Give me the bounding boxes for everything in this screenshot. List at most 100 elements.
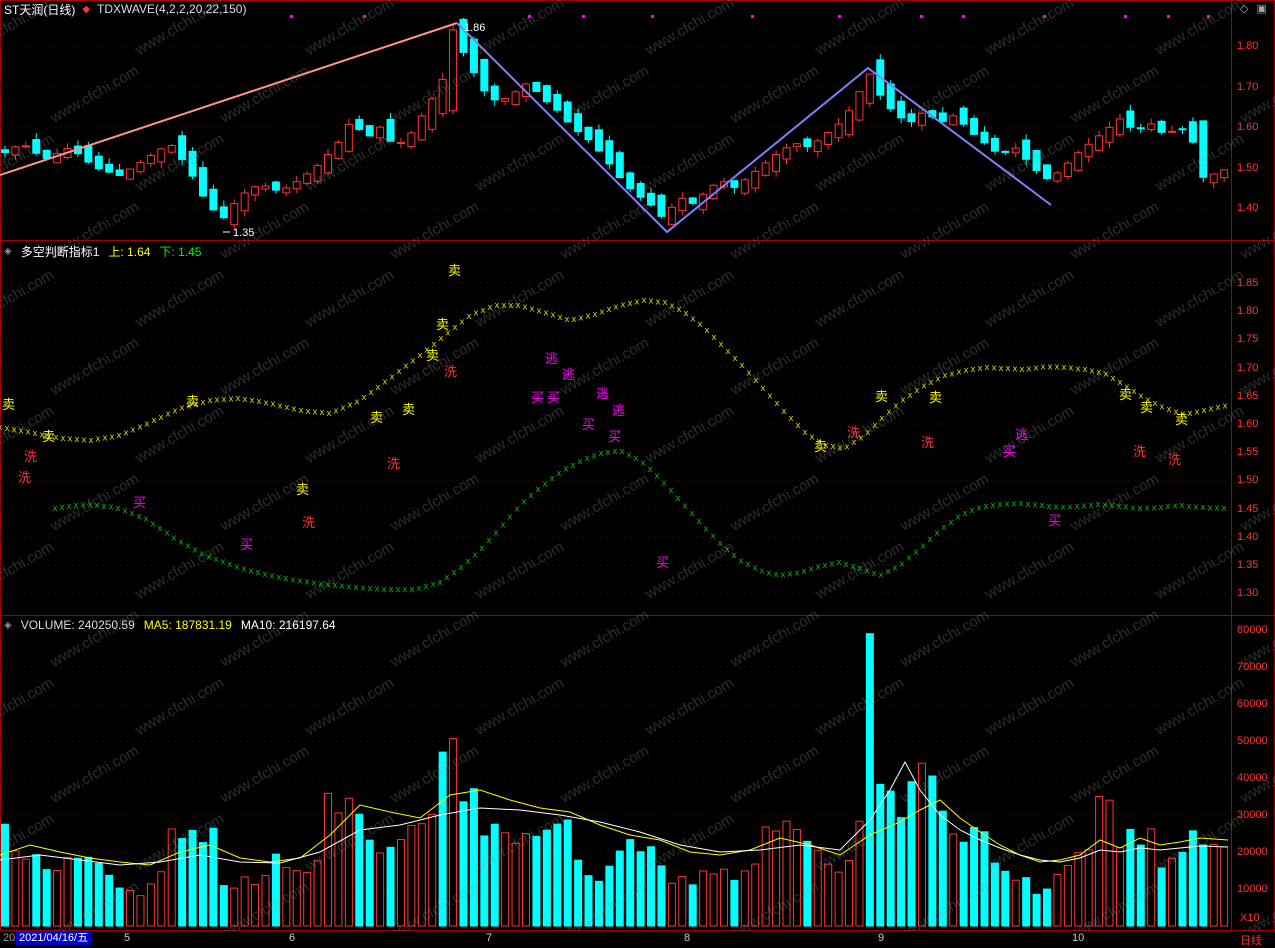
svg-text:x: x [564,315,570,325]
svg-text:x: x [151,416,157,426]
svg-text:x: x [374,584,380,594]
svg-text:x: x [116,431,122,441]
svg-text:x: x [886,408,892,418]
volume-axis-tick: 40000 [1237,772,1268,784]
svg-text:x: x [669,302,675,312]
svg-text:x: x [613,302,619,312]
svg-text:x: x [584,454,590,464]
svg-text:x: x [388,585,394,595]
svg-text:x: x [1089,366,1095,376]
svg-text:x: x [60,434,66,444]
svg-text:x: x [39,430,45,440]
svg-text:x: x [81,436,87,446]
svg-text:x: x [892,564,898,574]
svg-text:x: x [438,334,444,344]
svg-text:x: x [480,306,486,316]
svg-text:x: x [865,428,871,438]
month-label: 10 [1072,932,1085,944]
svg-text:x: x [276,573,282,583]
svg-text:x: x [479,544,485,554]
svg-text:x: x [661,478,667,488]
svg-text:x: x [1074,502,1080,512]
svg-text:x: x [123,428,129,438]
svg-text:洗: 洗 [18,470,31,485]
svg-text:x: x [255,568,261,578]
svg-text:x: x [521,497,527,507]
svg-text:x: x [122,507,128,517]
svg-text:x: x [459,317,465,327]
svg-text:x: x [32,429,38,439]
svg-text:x: x [1018,499,1024,509]
svg-text:x: x [963,366,969,376]
diamond-icon[interactable]: ◇ [1240,3,1249,15]
svg-text:x: x [914,386,920,396]
window-icon[interactable]: ▣ [1256,3,1267,15]
volume-value: VOLUME: 240250.59 [20,618,135,632]
svg-text:x: x [948,518,954,528]
svg-text:x: x [780,571,786,581]
panel-marker-icon[interactable]: ◈ [4,619,12,631]
svg-text:x: x [970,365,976,375]
svg-text:x: x [956,368,962,378]
svg-text:x: x [249,396,255,406]
svg-text:x: x [851,438,857,448]
svg-text:x: x [165,410,171,420]
svg-text:1.86: 1.86 [464,22,485,34]
svg-text:x: x [500,521,506,531]
svg-text:x: x [864,566,870,576]
svg-text:卖: 卖 [1119,387,1132,402]
main-indicator-name[interactable]: TDXWAVE(4,2,2,20,22,150) [97,2,247,16]
svg-text:x: x [570,461,576,471]
svg-text:x: x [990,501,996,511]
svg-text:x: x [284,403,290,413]
indicator-axis-tick: 1.70 [1237,361,1259,374]
svg-text:x: x [676,305,682,315]
svg-text:买: 买 [240,537,253,552]
svg-text:x: x [451,568,457,578]
svg-text:x: x [606,305,612,315]
svg-text:x: x [360,584,366,594]
svg-text:x: x [598,449,604,459]
svg-text:x: x [73,501,79,511]
svg-text:x: x [311,579,317,589]
indicator-marker-icon: ◆ [82,3,91,15]
svg-text:x: x [94,501,100,511]
svg-text:x: x [578,313,584,323]
svg-text:x: x [1165,502,1171,512]
svg-text:x: x [696,517,702,527]
svg-text:逃: 逃 [1015,427,1028,442]
svg-text:x: x [1011,499,1017,509]
svg-text:x: x [227,560,233,570]
svg-text:x: x [157,524,163,534]
main-header: ST天润(日线) ◆ TDXWAVE(4,2,2,20,22,150) [4,1,246,17]
volume-panel-header: ◈ VOLUME: 240250.59 MA5: 187831.19 MA10:… [4,618,336,632]
svg-text:x: x [1032,501,1038,511]
indicator-title[interactable]: 多空判断指标1 [20,245,100,259]
stock-title: ST天润(日线) [4,2,76,17]
ma5-value: MA5: 187831.19 [143,618,232,632]
svg-text:x: x [878,571,884,581]
svg-text:x: x [907,391,913,401]
svg-text:x: x [395,585,401,595]
svg-text:x: x [1131,387,1137,397]
svg-text:x: x [724,545,730,555]
svg-text:x: x [66,502,72,512]
month-label: 8 [684,932,691,944]
panel-marker-icon[interactable]: ◈ [4,246,12,257]
svg-text:x: x [1068,364,1074,374]
volume-axis-tick: 10000 [1237,883,1268,895]
period-label[interactable]: 日线 [1240,935,1262,947]
svg-text:x: x [668,486,674,496]
svg-text:x: x [1061,363,1067,373]
svg-text:x: x [711,333,717,343]
svg-text:卖: 卖 [296,482,309,497]
svg-text:x: x [837,443,843,453]
svg-text:x: x [0,423,3,433]
svg-text:x: x [941,523,947,533]
svg-text:x: x [297,577,303,587]
svg-text:x: x [325,580,331,590]
svg-text:x: x [1025,500,1031,510]
svg-text:x: x [536,306,542,316]
